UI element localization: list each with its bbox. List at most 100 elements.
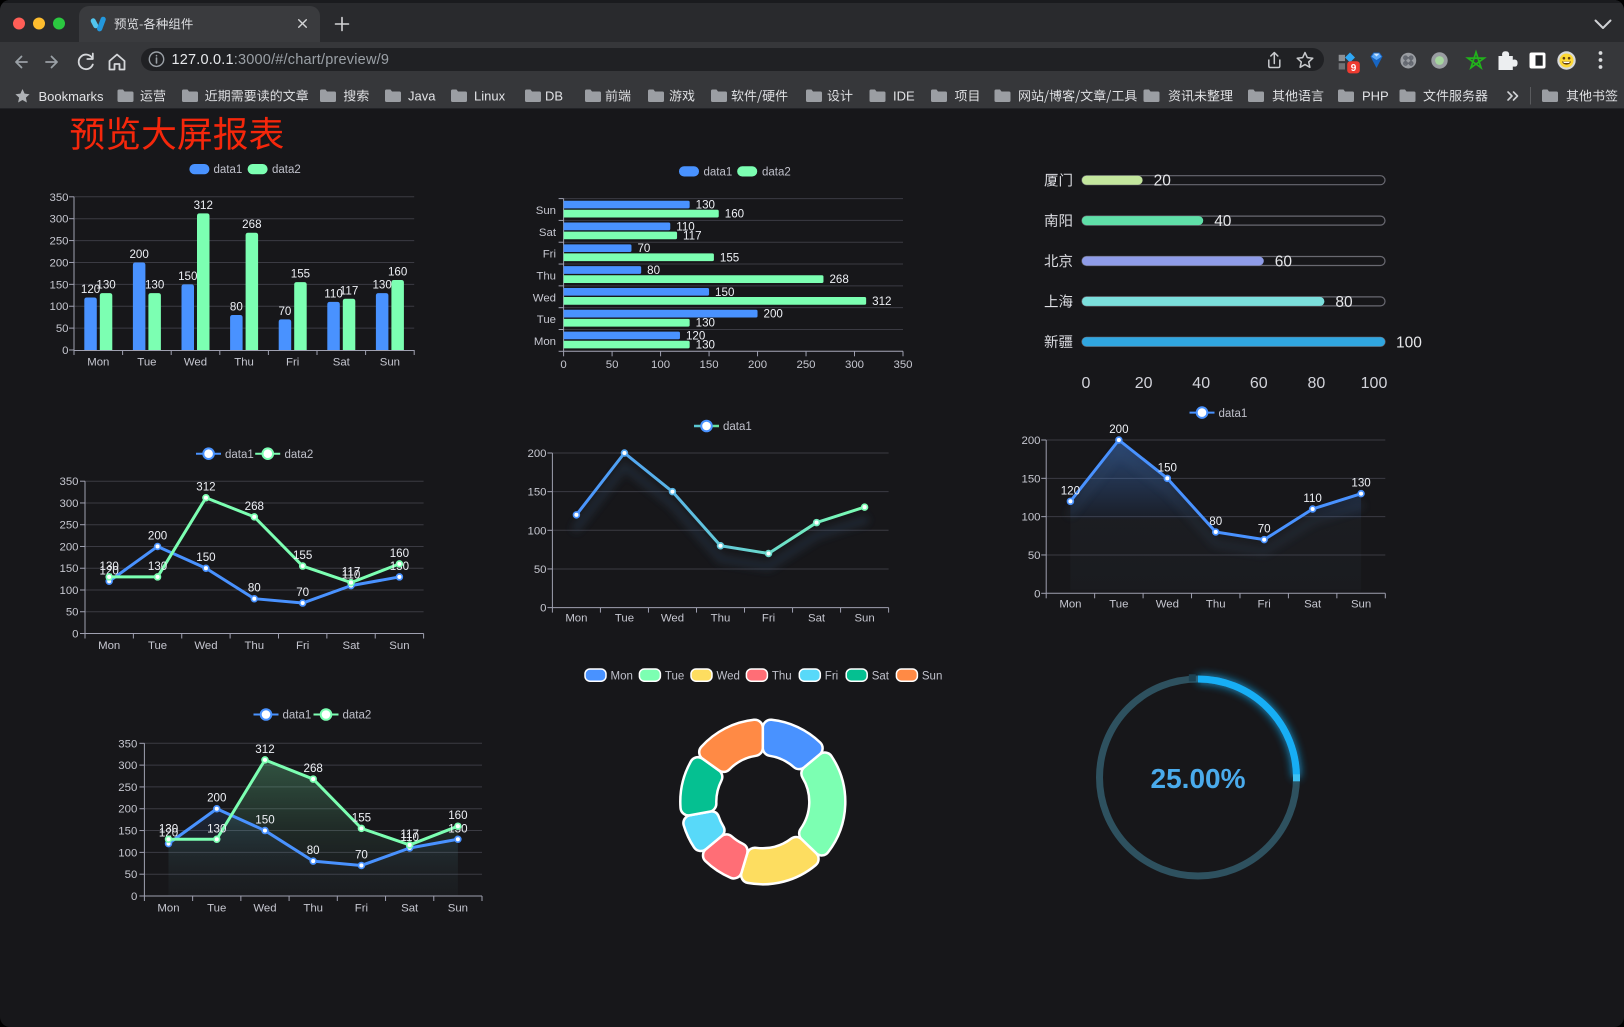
svg-text:350: 350 [49,192,68,204]
svg-text:130: 130 [696,317,715,330]
svg-text:Tue: Tue [537,314,556,326]
svg-text:200: 200 [59,541,78,553]
svg-text:117: 117 [342,566,360,579]
svg-text:268: 268 [242,218,261,231]
svg-text:130: 130 [100,560,119,573]
svg-text:80: 80 [230,300,243,313]
svg-text:350: 350 [59,476,78,488]
svg-text:312: 312 [872,295,891,308]
svg-text:200: 200 [748,359,767,371]
svg-text:200: 200 [129,248,148,261]
svg-text:268: 268 [829,273,848,286]
svg-text:data1: data1 [214,164,243,176]
svg-text:200: 200 [764,308,783,321]
svg-text:Tue: Tue [207,903,226,915]
svg-text:70: 70 [278,305,291,318]
svg-text:Thu: Thu [711,613,731,625]
svg-text:70: 70 [1258,523,1271,536]
svg-text:Sat: Sat [872,671,890,683]
svg-text:155: 155 [293,549,312,562]
svg-text:data1: data1 [225,449,254,461]
svg-text:130: 130 [148,560,167,573]
svg-text:130: 130 [1351,477,1370,490]
svg-text:0: 0 [540,603,546,615]
svg-text:300: 300 [845,359,864,371]
svg-text:0: 0 [62,345,68,357]
svg-text:350: 350 [893,359,912,371]
svg-text:200: 200 [1021,435,1040,447]
svg-text:Java: Java [408,89,436,104]
svg-text:Mon: Mon [565,613,587,625]
svg-text:Sun: Sun [380,357,400,369]
svg-text:130: 130 [696,339,715,352]
svg-text:80: 80 [307,844,320,857]
svg-text:data2: data2 [272,164,301,176]
svg-text:120: 120 [81,283,100,296]
svg-text:Thu: Thu [772,671,792,683]
svg-text:150: 150 [700,359,719,371]
svg-text:100: 100 [1396,334,1422,351]
svg-text:0: 0 [560,359,566,371]
svg-text:70: 70 [296,586,309,599]
svg-text:Linux: Linux [474,89,506,104]
svg-text:Sat: Sat [1304,599,1322,611]
svg-text:50: 50 [534,564,547,576]
svg-text:0: 0 [1082,375,1091,392]
svg-text:PHP: PHP [1362,89,1389,104]
svg-text:155: 155 [291,268,310,281]
svg-text:80: 80 [1209,515,1222,528]
svg-text:130: 130 [96,279,115,292]
svg-text:150: 150 [59,563,78,575]
svg-text:250: 250 [59,520,78,532]
svg-text:Wed: Wed [717,671,740,683]
svg-text:80: 80 [1335,294,1353,311]
svg-text:312: 312 [255,743,274,756]
svg-text:Thu: Thu [536,270,556,282]
svg-text:250: 250 [49,236,68,248]
svg-text:150: 150 [1021,473,1040,485]
svg-text:Tue: Tue [615,613,634,625]
svg-text:Fri: Fri [1258,599,1271,611]
svg-text:150: 150 [178,270,197,283]
svg-text:data1: data1 [723,421,752,433]
svg-text:200: 200 [118,804,137,816]
svg-text:Mon: Mon [87,357,109,369]
svg-text:160: 160 [388,265,407,278]
svg-text:Fri: Fri [825,671,838,683]
svg-text:Fri: Fri [355,903,368,915]
svg-text:Sat: Sat [808,613,826,625]
svg-text:300: 300 [49,214,68,226]
svg-text:250: 250 [118,782,137,794]
svg-text:Mon: Mon [1059,599,1081,611]
svg-text:268: 268 [245,500,264,513]
svg-text:100: 100 [651,359,670,371]
svg-text:200: 200 [207,792,226,805]
svg-text:50: 50 [606,359,619,371]
svg-text:40: 40 [1214,213,1232,230]
svg-text:70: 70 [355,848,368,861]
svg-text:110: 110 [400,831,418,844]
svg-text:110: 110 [324,287,342,300]
svg-text:Sun: Sun [922,671,942,683]
svg-text:150: 150 [1158,461,1177,474]
svg-text:Fri: Fri [296,640,309,652]
svg-text:300: 300 [118,760,137,772]
svg-text:130: 130 [145,279,164,292]
svg-text:80: 80 [248,582,261,595]
svg-text:Tue: Tue [137,357,156,369]
svg-text:0: 0 [72,629,78,641]
svg-text:Fri: Fri [762,613,775,625]
svg-text:200: 200 [148,529,167,542]
svg-text:Mon: Mon [611,671,633,683]
svg-text:100: 100 [1021,512,1040,524]
svg-text:155: 155 [352,811,371,824]
svg-text:100: 100 [527,525,546,537]
svg-text:Sun: Sun [536,205,556,217]
svg-text:117: 117 [340,284,358,297]
svg-text:40: 40 [1192,375,1210,392]
svg-text:Fri: Fri [543,249,556,261]
svg-text:50: 50 [125,869,138,881]
svg-text:160: 160 [725,208,744,221]
svg-text:Sun: Sun [854,613,874,625]
svg-text:Wed: Wed [533,292,556,304]
